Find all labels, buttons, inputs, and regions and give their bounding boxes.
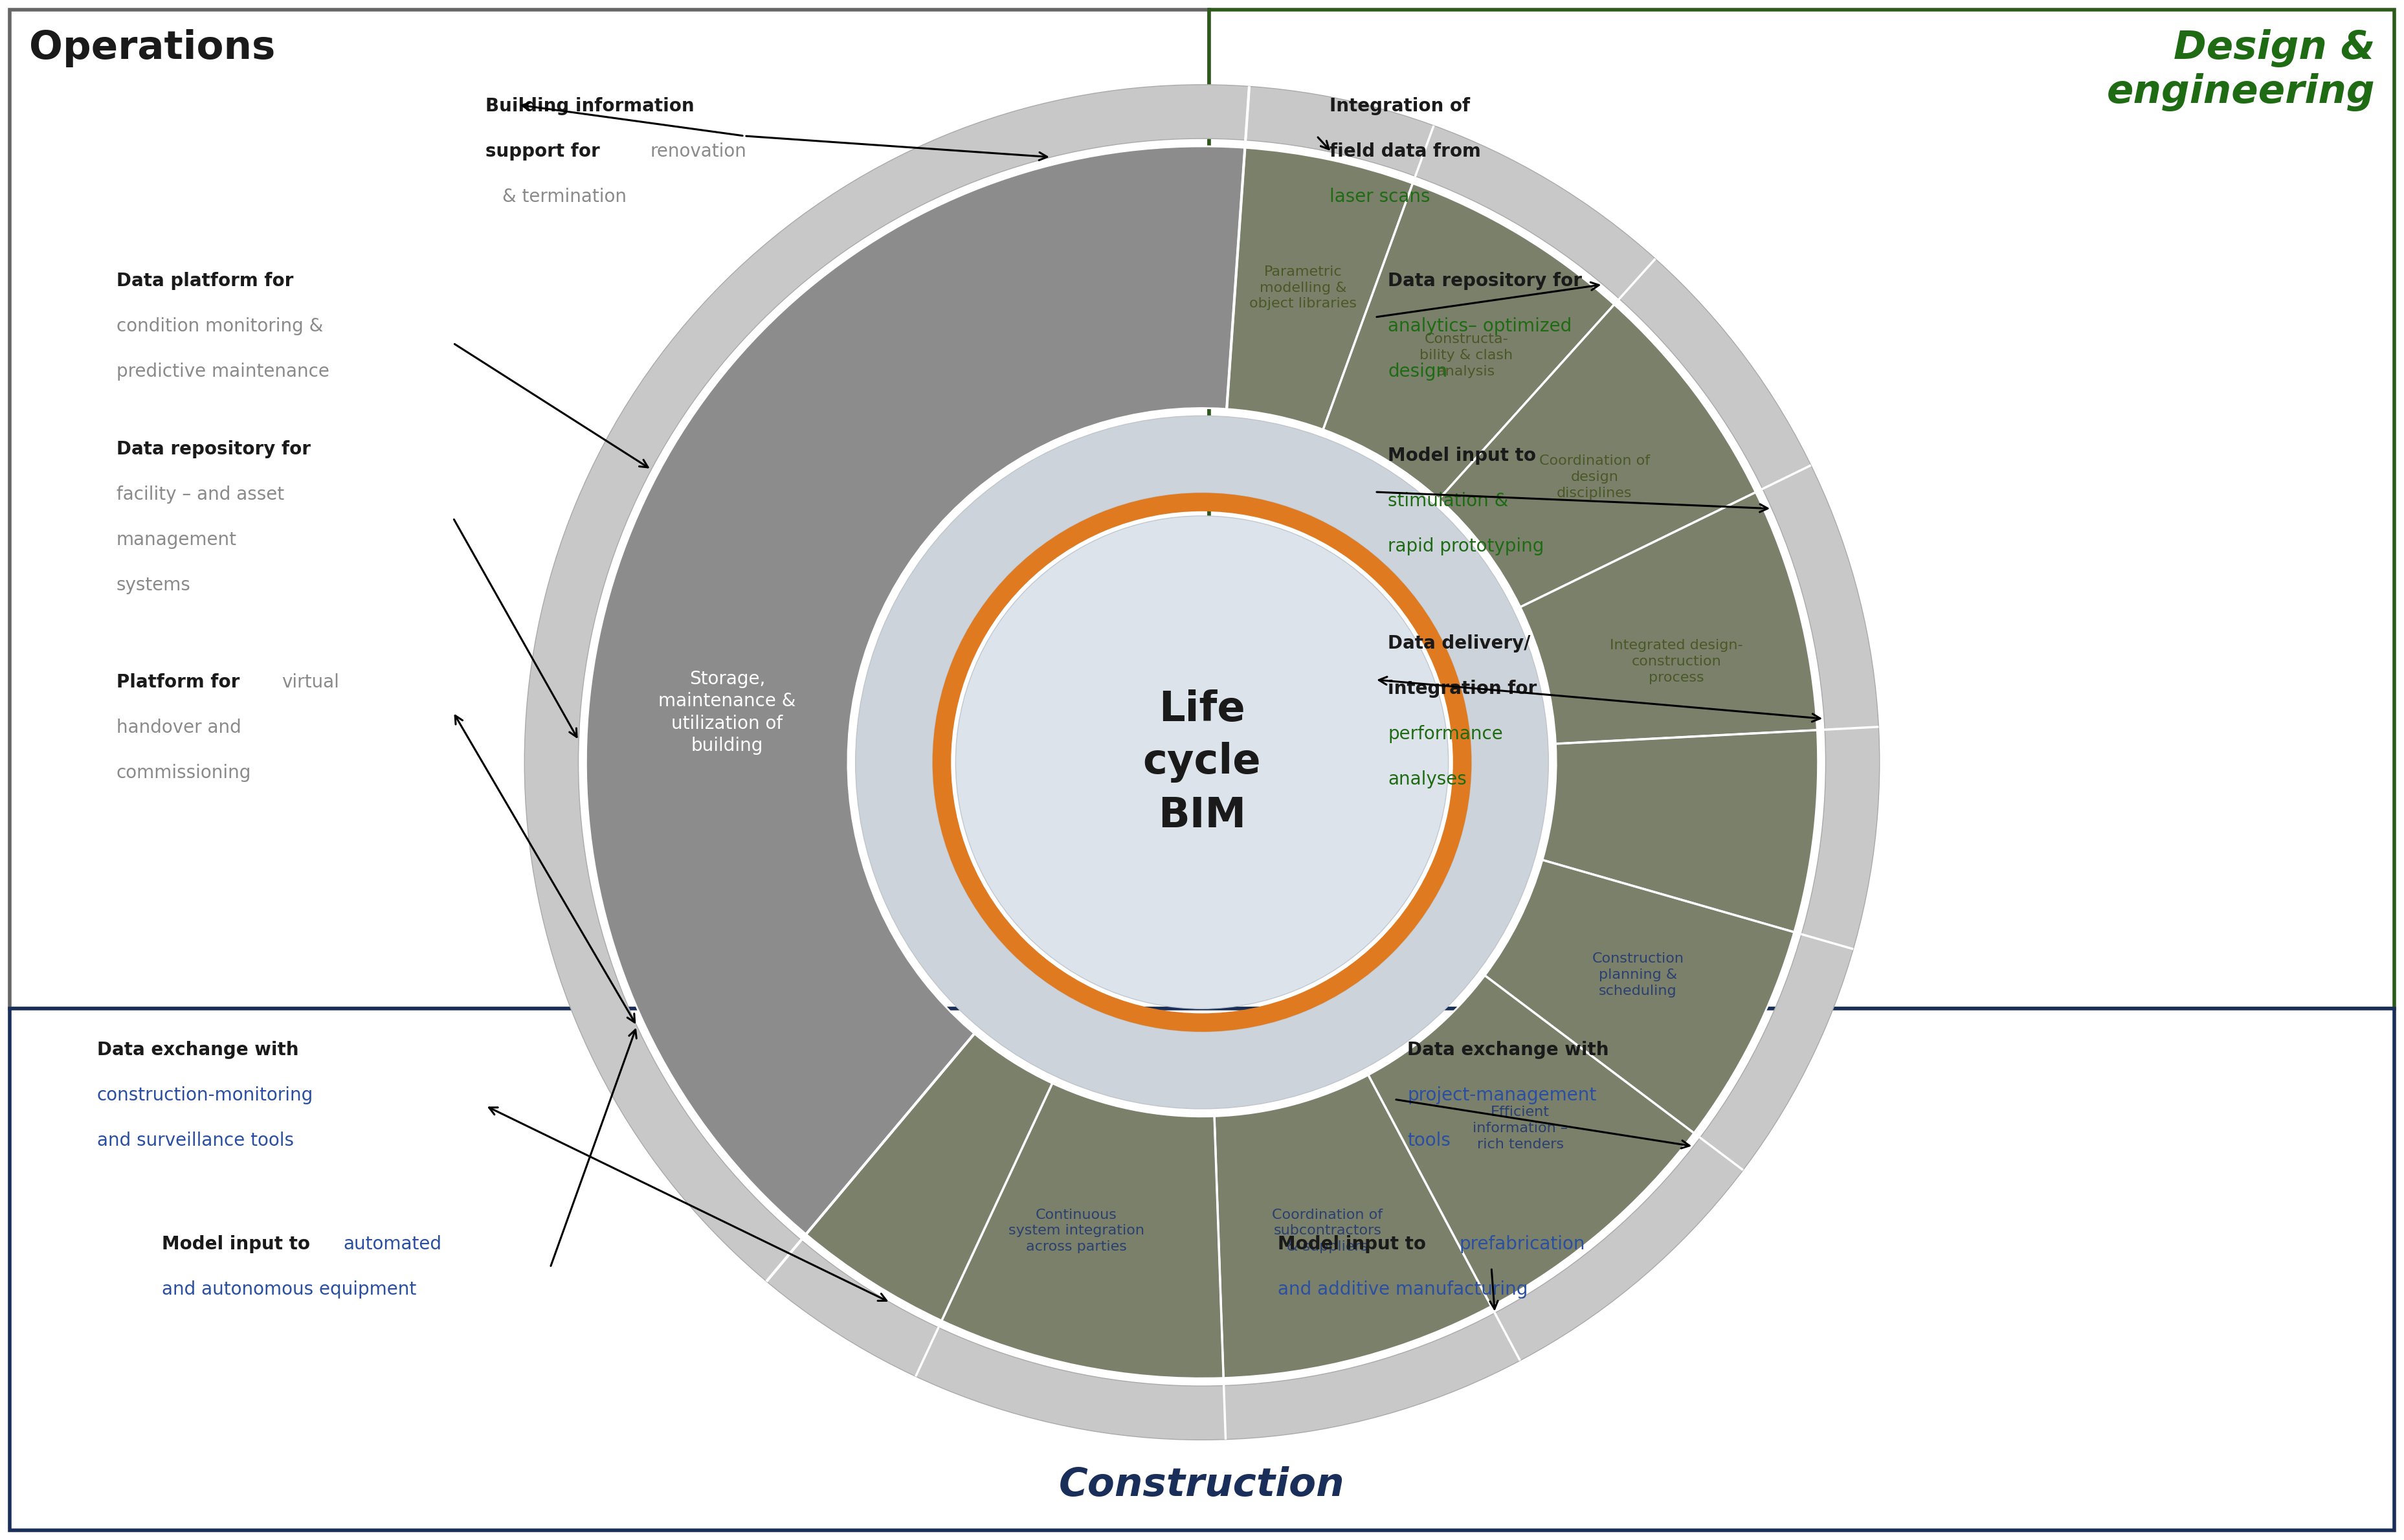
Text: systems: systems [115,576,190,594]
Text: Life
cycle
BIM: Life cycle BIM [1142,688,1262,836]
Text: Data platform for: Data platform for [115,273,293,290]
Text: Parametric
modelling &
object libraries: Parametric modelling & object libraries [1250,265,1356,311]
Text: Platform for: Platform for [115,673,240,691]
Text: Model input to: Model input to [161,1235,310,1254]
Text: renovation: renovation [651,142,748,160]
Text: analytics– optimized: analytics– optimized [1387,317,1572,336]
Circle shape [957,516,1447,1009]
Text: Data exchange with: Data exchange with [96,1041,298,1060]
Wedge shape [1322,183,1613,499]
Wedge shape [1214,1075,1490,1378]
Text: integration for: integration for [1387,679,1536,698]
Text: and autonomous equipment: and autonomous equipment [161,1281,416,1298]
Wedge shape [933,493,1471,1032]
Text: and surveillance tools: and surveillance tools [96,1132,293,1150]
Wedge shape [1519,493,1817,744]
Text: field data from: field data from [1329,142,1481,160]
Text: Efficient
information –
rich tenders: Efficient information – rich tenders [1474,1106,1567,1150]
FancyBboxPatch shape [10,1009,2394,1531]
Text: design: design [1387,362,1447,380]
Text: Model input to: Model input to [1387,447,1536,465]
Wedge shape [1368,975,1695,1306]
Wedge shape [1486,859,1793,1133]
Wedge shape [942,1083,1224,1378]
Text: Coordination of
design
disciplines: Coordination of design disciplines [1539,454,1649,499]
Text: Building information: Building information [486,97,695,116]
Text: prefabrication: prefabrication [1459,1235,1584,1254]
Text: facility – and asset: facility – and asset [115,485,284,504]
Text: Construction
planning &
scheduling: Construction planning & scheduling [1591,952,1683,998]
Text: laser scans: laser scans [1329,188,1430,206]
Text: Data repository for: Data repository for [1387,273,1582,290]
Text: analyses: analyses [1387,770,1466,788]
Text: and additive manufacturing: and additive manufacturing [1279,1281,1529,1298]
Text: rapid prototyping: rapid prototyping [1387,537,1543,556]
Text: stimulation &: stimulation & [1387,491,1507,510]
Text: & termination: & termination [502,188,627,206]
Text: commissioning: commissioning [115,764,252,782]
Text: Operations: Operations [29,29,276,68]
Text: Design &
engineering: Design & engineering [2106,29,2375,111]
Text: project-management: project-management [1406,1086,1596,1104]
FancyBboxPatch shape [1209,9,2394,1009]
Text: Storage,
maintenance &
utilization of
building: Storage, maintenance & utilization of bu… [659,670,796,755]
Text: Integration of: Integration of [1329,97,1471,116]
Text: Data repository for: Data repository for [115,440,310,459]
Text: virtual: virtual [281,673,339,691]
Text: Data exchange with: Data exchange with [1406,1041,1608,1060]
Text: predictive maintenance: predictive maintenance [115,362,329,380]
Text: Integrated design-
construction
process: Integrated design- construction process [1611,639,1743,684]
Wedge shape [856,416,1548,1109]
Text: performance: performance [1387,725,1502,744]
Wedge shape [1543,730,1817,932]
Text: management: management [115,531,238,548]
Wedge shape [805,1033,1053,1321]
Text: Construction: Construction [1060,1466,1344,1505]
Text: Continuous
system integration
across parties: Continuous system integration across par… [1010,1209,1144,1254]
Text: condition monitoring &: condition monitoring & [115,317,322,336]
Text: construction-monitoring: construction-monitoring [96,1086,313,1104]
Wedge shape [524,85,1880,1440]
Text: tools: tools [1406,1132,1450,1150]
Text: Model input to: Model input to [1279,1235,1426,1254]
Text: support for: support for [486,142,606,160]
Wedge shape [1226,148,1414,430]
Text: automated: automated [344,1235,442,1254]
Text: handover and: handover and [115,719,240,736]
FancyBboxPatch shape [10,9,1209,1009]
Text: Coordination of
subcontractors
& suppliers: Coordination of subcontractors & supplie… [1272,1209,1382,1254]
Text: Constructa-
bility & clash
analysis: Constructa- bility & clash analysis [1418,333,1512,377]
Wedge shape [1440,305,1755,607]
Wedge shape [587,146,1245,1372]
Text: Data delivery/: Data delivery/ [1387,634,1531,653]
